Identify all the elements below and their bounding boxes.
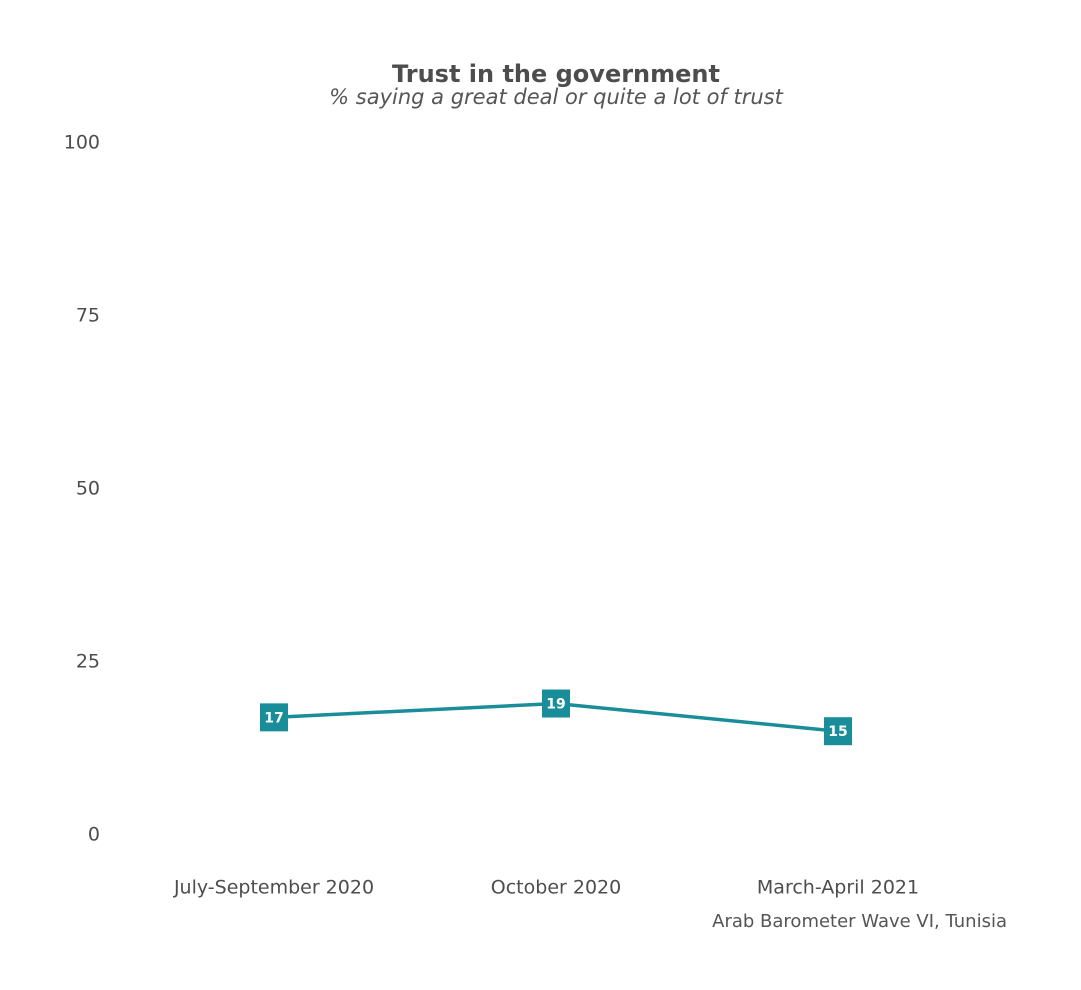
- x-axis: July-September 2020 October 2020 March-Apr…: [173, 877, 919, 899]
- x-tick-label: July-September 2020: [173, 877, 374, 899]
- data-point: 17: [260, 703, 288, 732]
- data-label: 19: [546, 697, 565, 713]
- point-marker: [542, 689, 570, 718]
- y-tick-label: 0: [88, 824, 100, 846]
- chart-subtitle: % saying a great deal or quite a lot of …: [329, 85, 783, 109]
- y-tick-label: 75: [76, 305, 100, 327]
- y-tick-label: 50: [76, 478, 100, 500]
- data-label: 15: [828, 724, 847, 740]
- point-marker: [260, 703, 288, 732]
- data-point: 19: [542, 689, 570, 718]
- data-point: 15: [824, 717, 852, 746]
- data-label: 17: [264, 710, 283, 726]
- y-tick-label: 100: [64, 132, 100, 154]
- chart-title: Trust in the government: [392, 60, 720, 88]
- y-tick-label: 25: [76, 651, 100, 673]
- x-tick-label: March-April 2021: [757, 877, 919, 899]
- y-axis: 0 25 50 75 100: [64, 132, 100, 846]
- point-marker: [824, 717, 852, 746]
- source-caption: Arab Barometer Wave VI, Tunisia: [712, 911, 1007, 932]
- series-layer: 17 19 15: [260, 689, 852, 746]
- x-tick-label: October 2020: [491, 877, 621, 899]
